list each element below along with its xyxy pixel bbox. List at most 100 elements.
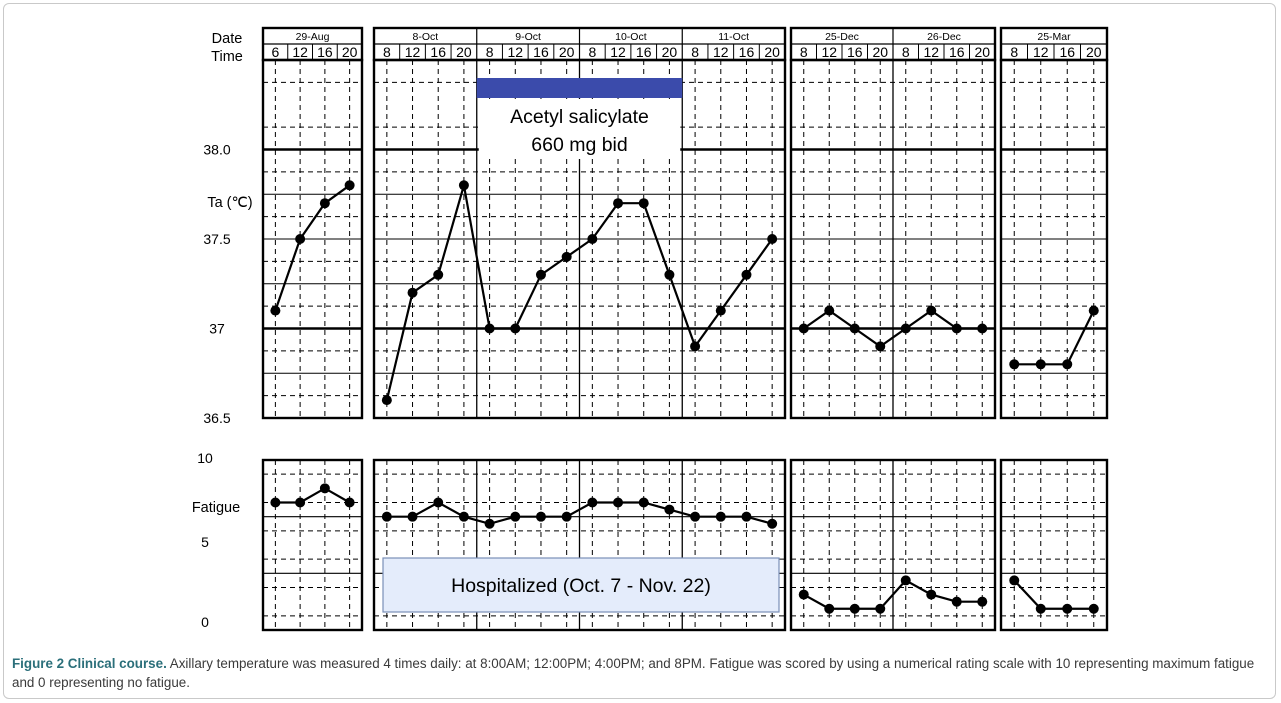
time-label: 8 [1010,44,1018,60]
time-label: 8 [691,44,699,60]
time-label: 12 [610,44,626,60]
time-label: 16 [533,44,549,60]
temperature-tick-label: 38.0 [203,142,230,158]
temperature-point [926,305,937,316]
fatigue-point [977,596,988,607]
temperature-axis-label: Ta (℃) [207,195,252,211]
time-label: 16 [430,44,446,60]
fatigue-series-line [386,501,773,525]
time-label: 20 [872,44,888,60]
temperature-point [1062,359,1073,370]
temperature-point [900,323,911,334]
fatigue-point [926,589,937,600]
temperature-grid [999,58,1109,420]
temperature-grid [789,58,997,420]
temperature-series-line [274,184,351,311]
time-label: 12 [1033,44,1049,60]
fatigue-point [951,596,962,607]
fatigue-point [824,603,835,614]
temperature-point [664,269,675,280]
caption-text: Axillary temperature was measured 4 time… [12,656,1255,690]
fatigue-point [741,511,752,522]
figure-caption: Figure 2 Clinical course. Axillary tempe… [12,654,1267,692]
temperature-point [875,341,886,352]
date-label: 25-Dec [825,31,859,43]
temperature-point [319,198,330,209]
fatigue-point [587,497,598,508]
time-label: 6 [271,44,279,60]
time-row-label: Time [211,49,243,65]
temperature-point [381,395,392,406]
fatigue-point [484,518,495,529]
hospitalized-label: Hospitalized (Oct. 7 - Nov. 22) [451,575,711,597]
date-label: 26-Dec [927,31,961,43]
time-label: 20 [456,44,472,60]
temperature-frame [372,58,787,420]
temperature-point [741,269,752,280]
temperature-point [458,180,469,191]
time-label: 12 [821,44,837,60]
time-label: 20 [342,44,358,60]
temperature-point [510,323,521,334]
temperature-point [951,323,962,334]
temperature-series-line [1014,310,1095,366]
time-label: 16 [636,44,652,60]
time-label: 12 [713,44,729,60]
fatigue-point [433,497,444,508]
fatigue-point [270,497,281,508]
hospitalized-box [382,557,780,613]
time-label: 16 [1059,44,1075,60]
time-label: 20 [662,44,678,60]
date-label: 9-Oct [515,31,541,43]
fatigue-frame [999,458,1109,632]
caption-label: Figure 2 Clinical course. [12,656,167,671]
temperature-series-line [803,309,983,348]
drug-label-background [478,99,681,159]
drug-label-line2: 660 mg bid [531,134,627,156]
clinical-course-chart: Date Time Ta (℃) 38.0 37.5 37 36.5 Fatigue 10 5 0 2… [192,26,1109,632]
fatigue-series-line [1013,579,1094,610]
fatigue-point [1035,603,1046,614]
fatigue-tick-label: 0 [201,614,209,630]
fatigue-point [1009,575,1020,586]
time-label: 16 [739,44,755,60]
temperature-tick-label: 37.5 [203,231,230,247]
fatigue-point [900,575,911,586]
fatigue-point [638,497,649,508]
time-label: 16 [847,44,863,60]
fatigue-frame [789,458,997,632]
fatigue-series-line [275,487,351,504]
temperature-tick-label: 37 [209,321,225,337]
temperature-frame [789,58,997,420]
fatigue-point [690,511,701,522]
fatigue-tick-label: 5 [201,534,209,550]
fatigue-point [458,511,469,522]
temperature-point [824,305,835,316]
time-label: 20 [559,44,575,60]
time-label: 8 [486,44,494,60]
time-label: 12 [405,44,421,60]
drug-label-line1: Acetyl salicylate [510,106,649,128]
temperature-point [798,323,809,334]
fatigue-point [381,511,392,522]
time-label: 12 [923,44,939,60]
temperature-point [433,269,444,280]
fatigue-point [407,511,418,522]
date-row-label: Date [212,31,243,47]
fatigue-frame [261,458,364,632]
temperature-point [344,180,355,191]
fatigue-point [875,603,886,614]
temperature-series-line [385,184,774,401]
fatigue-point [535,511,546,522]
temperature-point [767,234,778,244]
temperature-point [638,198,649,209]
time-label: 16 [949,44,965,60]
time-label: 12 [292,44,308,60]
fatigue-point [295,497,306,508]
time-label: 8 [588,44,596,60]
temperature-point [849,323,860,334]
time-label: 8 [902,44,910,60]
time-label: 8 [800,44,808,60]
date-label: 25-Mar [1037,31,1071,43]
fatigue-grid [789,458,997,632]
